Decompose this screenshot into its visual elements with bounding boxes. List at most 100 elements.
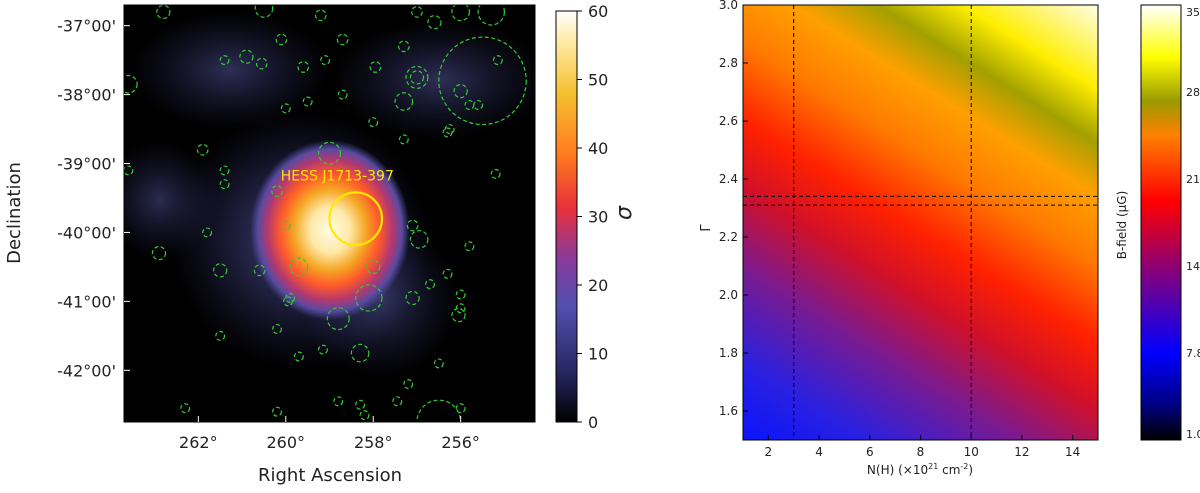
candidate-circle [368, 117, 379, 128]
candidate-circle [280, 103, 291, 114]
nh-tick-label: 4 [815, 445, 823, 459]
candidate-circle [219, 55, 230, 66]
bfield-colorbar-label: B-field (μG) [1115, 191, 1129, 260]
candidate-circle [275, 33, 288, 46]
sigma-tick-label: 50 [588, 71, 608, 90]
candidate-circle [444, 124, 455, 135]
candidate-circle [477, 5, 505, 26]
candidate-circle [359, 410, 370, 421]
dec-axis-label: Declination [4, 162, 25, 264]
candidate-circle [289, 257, 309, 277]
candidate-circle [215, 330, 226, 341]
gamma-ticks: 1.6 1.8 2.0 2.2 2.4 2.6 2.8 3.0 [719, 0, 748, 418]
candidate-circle [326, 307, 350, 331]
candidate-circle [425, 279, 436, 290]
candidate-circle [297, 61, 310, 73]
source-circle [328, 191, 384, 247]
bfield-map [743, 5, 1098, 440]
candidate-circle [464, 99, 475, 110]
gamma-axis-label: Γ [699, 224, 714, 232]
sigma-colorbar [555, 10, 578, 423]
candidate-circle [405, 290, 420, 306]
candidate-circle [455, 303, 466, 314]
candidate-circle [366, 259, 381, 275]
map-frame [123, 4, 536, 423]
bfield-tick-label: 14.6 [1186, 260, 1200, 273]
candidate-circle [282, 296, 293, 307]
nh-tick-label: 10 [964, 445, 979, 459]
nh-tick-label: 8 [917, 445, 925, 459]
sigma-tick-label: 20 [588, 276, 608, 295]
candidate-circle [254, 5, 274, 18]
gamma-tick-label: 2.2 [719, 230, 738, 244]
candidate-circle [355, 284, 383, 312]
significance-map [124, 5, 535, 422]
candidate-circle [320, 55, 331, 66]
bfield-tick-label: 28.2 [1186, 86, 1200, 99]
candidate-circle [219, 179, 230, 190]
nh-axis-label: N(H) (×1021 cm-2) [867, 462, 973, 477]
candidate-circle [314, 9, 327, 22]
candidate-circle [196, 143, 209, 156]
dec-tick-label: -38°00' [57, 86, 116, 105]
candidate-circle [272, 406, 283, 417]
sigma-tick-label: 10 [588, 345, 608, 364]
candidate-circle [455, 289, 466, 300]
candidate-circle [302, 96, 313, 107]
dec-tick-label: -41°00' [57, 292, 116, 311]
candidate-circle [272, 323, 283, 334]
candidate-circle [405, 65, 429, 89]
candidate-circle [333, 396, 344, 407]
candidate-circle [202, 227, 213, 238]
nh-tick-label: 14 [1065, 445, 1080, 459]
sigma-tick-label: 30 [588, 208, 608, 227]
gamma-tick-label: 3.0 [719, 0, 738, 12]
ra-tick-label: 262° [179, 433, 218, 452]
bfield-colorbar-ticks: 1.0 7.8 14.6 21.4 28.2 35.0 [1186, 6, 1200, 441]
bfield-colorbar [1140, 4, 1182, 441]
candidate-circle [406, 219, 419, 232]
candidate-circle [239, 49, 254, 64]
candidate-circle [464, 241, 475, 252]
candidate-circle [451, 5, 471, 22]
nh-axis-label-exp2: -2 [960, 462, 968, 471]
candidate-circle [451, 308, 466, 323]
nh-axis-label-unit: cm [938, 463, 960, 477]
candidate-circle [317, 344, 328, 355]
candidate-circle [492, 55, 503, 66]
nh-axis-label-exp: 21 [928, 462, 938, 471]
candidate-circle [337, 89, 348, 100]
gamma-tick-label: 2.0 [719, 288, 738, 302]
source-label: HESS J1713-397 [281, 168, 394, 184]
candidate-circle [427, 15, 442, 30]
nh-ticks: 2 4 6 8 10 12 14 [765, 435, 1080, 459]
candidate-circle [409, 230, 429, 249]
ra-ticks: 262° 260° 258° 256° [179, 416, 480, 452]
candidate-circle [438, 36, 527, 126]
candidate-circle [151, 245, 167, 261]
candidate-circle [317, 141, 342, 165]
candidate-circle [453, 83, 468, 99]
candidate-circle [124, 74, 138, 94]
sigma-tick-label: 0 [588, 413, 598, 432]
ra-tick-label: 260° [267, 433, 306, 452]
dec-tick-label: -40°00' [57, 223, 116, 242]
dec-tick-label: -39°00' [57, 155, 116, 174]
nh-axis-label-close: ) [968, 463, 973, 477]
ra-tick-label: 256° [441, 433, 480, 452]
candidate-circle [280, 220, 291, 231]
candidate-circle [156, 5, 171, 20]
nh-tick-label: 6 [866, 445, 874, 459]
gamma-tick-label: 2.6 [719, 114, 738, 128]
candidate-circle [442, 268, 453, 279]
sigma-tick-label: 60 [588, 2, 608, 21]
candidate-circle [271, 185, 283, 197]
bfield-tick-label: 1.0 [1186, 428, 1200, 441]
dec-tick-label: -37°00' [57, 17, 116, 36]
candidate-circle [180, 403, 191, 414]
candidate-circle [490, 168, 501, 179]
nh-tick-label: 12 [1014, 445, 1029, 459]
dec-ticks: -37°00' -38°00' -39°00' -40°00' -41°00' -42°0… [57, 17, 130, 380]
candidate-circle [411, 6, 423, 18]
bfield-tick-label: 21.4 [1186, 173, 1200, 186]
